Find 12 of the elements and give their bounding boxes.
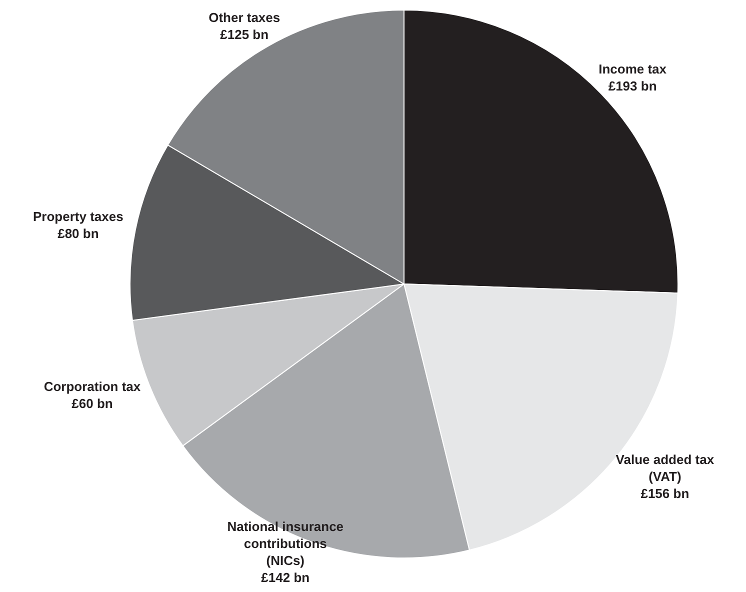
- slice-label: Income tax: [598, 62, 668, 77]
- slice-label: Other taxes: [208, 10, 280, 26]
- data-label: £125 bn: [220, 27, 269, 42]
- data-label: £156 bn: [640, 486, 690, 501]
- slice-label: Property taxes: [33, 209, 124, 224]
- data-label: £142 bn: [261, 570, 310, 585]
- data-label: £193 bn: [608, 78, 657, 94]
- slice-label: Corporation tax: [44, 378, 142, 394]
- slice-label: Value added tax (VAT): [616, 452, 715, 484]
- data-label: £80 bn: [58, 226, 99, 242]
- data-label: £60 bn: [72, 396, 113, 411]
- slice-label: National insurance contributions (NICs): [227, 519, 344, 568]
